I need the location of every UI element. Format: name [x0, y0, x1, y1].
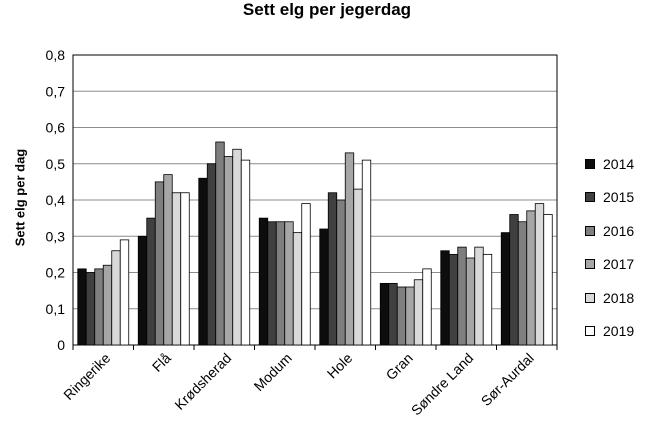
bar — [344, 152, 355, 346]
y-tick-label: 0,8 — [46, 47, 66, 63]
bar — [198, 177, 208, 346]
bar — [465, 257, 476, 346]
bar — [534, 203, 545, 346]
legend-swatch — [585, 158, 595, 169]
legend-swatch — [585, 225, 595, 236]
bar — [526, 210, 536, 346]
bar — [163, 174, 173, 346]
bar — [379, 282, 390, 346]
bar — [240, 159, 251, 346]
y-tick-label: 0,6 — [46, 120, 66, 136]
bar — [137, 235, 148, 346]
bar — [94, 268, 104, 346]
bar — [457, 246, 467, 346]
bar — [119, 239, 130, 346]
legend-label: 2018 — [603, 289, 635, 306]
bar — [440, 250, 450, 346]
bar — [232, 148, 242, 346]
bar — [474, 246, 484, 346]
bar — [422, 268, 432, 346]
x-tick-label: Sør-Aurdal — [478, 350, 537, 409]
bar — [336, 199, 346, 346]
bar — [215, 141, 225, 346]
x-tick-label: Søndre Land — [408, 350, 477, 419]
y-tick-label: 0 — [57, 337, 65, 353]
legend-swatch — [585, 259, 595, 270]
legend-label: 2015 — [603, 189, 635, 206]
bar — [284, 221, 294, 346]
bar — [301, 203, 311, 346]
bar — [146, 217, 156, 346]
bar — [275, 221, 286, 346]
x-tick-label: Ringerike — [60, 350, 113, 403]
bar — [517, 221, 528, 346]
bar — [388, 282, 398, 346]
legend-item-2014: 2014 — [585, 147, 634, 181]
x-tick-label: Gran — [383, 350, 416, 383]
legend-swatch — [585, 292, 595, 303]
x-tick-label: Krødsherad — [171, 350, 234, 413]
bar — [405, 286, 415, 346]
bar — [413, 279, 424, 346]
bar — [500, 232, 511, 346]
bar — [319, 228, 329, 346]
y-tick-label: 0,4 — [46, 192, 66, 208]
bar — [353, 188, 363, 346]
bar — [482, 253, 493, 346]
legend-label: 2019 — [603, 323, 635, 340]
bar — [448, 253, 459, 346]
bar — [206, 163, 217, 346]
legend-item-2016: 2016 — [585, 214, 634, 248]
legend-label: 2017 — [603, 256, 635, 273]
x-tick-label: Hole — [324, 350, 356, 382]
bar — [509, 214, 519, 346]
legend-swatch — [585, 192, 595, 203]
bar — [77, 268, 87, 346]
y-tick-label: 0,5 — [46, 156, 66, 172]
x-tick-label: Flå — [149, 350, 174, 375]
bar — [171, 192, 182, 346]
bar — [223, 156, 234, 346]
legend-label: 2014 — [603, 155, 635, 172]
x-tick-label: Modum — [251, 350, 295, 394]
bar — [258, 217, 269, 346]
bar — [327, 192, 338, 346]
y-tick-label: 0,3 — [46, 228, 66, 244]
legend-swatch — [585, 326, 595, 337]
bar — [154, 181, 165, 346]
legend-item-2018: 2018 — [585, 281, 634, 315]
bar — [361, 159, 372, 346]
bar — [111, 250, 121, 346]
bar — [543, 214, 553, 346]
y-tick-label: 0,2 — [46, 265, 66, 281]
bar — [85, 272, 96, 346]
legend-item-2015: 2015 — [585, 181, 634, 215]
bar — [102, 264, 113, 346]
legend-item-2017: 2017 — [585, 248, 634, 282]
bar — [396, 286, 407, 346]
y-tick-label: 0,1 — [46, 301, 66, 317]
bar — [292, 232, 303, 346]
bar — [267, 221, 277, 346]
chart-title: Sett elg per jegerdag — [242, 0, 412, 19]
legend-item-2019: 2019 — [585, 315, 634, 349]
bar — [180, 192, 190, 346]
y-tick-label: 0,7 — [46, 83, 66, 99]
legend: 2014 2015 2016 2017 2018 2019 — [585, 147, 634, 348]
legend-label: 2016 — [603, 222, 635, 239]
